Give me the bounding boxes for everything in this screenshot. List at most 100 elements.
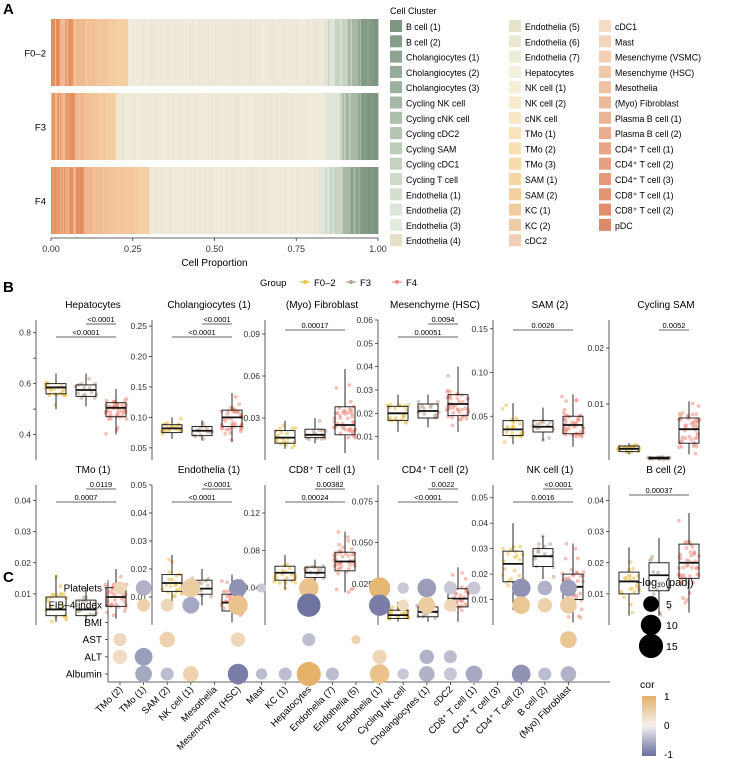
data-point <box>92 601 97 606</box>
bar-segment <box>272 167 274 234</box>
legend-swatch <box>509 96 521 109</box>
box-rect <box>45 596 67 617</box>
bar-segment <box>215 93 218 160</box>
box-rect <box>618 571 640 595</box>
legend-item: Cycling cDC2 <box>390 127 459 140</box>
data-point <box>687 591 692 595</box>
bar-segment <box>78 93 81 160</box>
data-point <box>677 411 682 416</box>
bar-segment <box>150 19 153 86</box>
color-bar-segment <box>642 706 656 709</box>
bar-segment <box>299 93 302 160</box>
signif-label: 0.0026 <box>532 321 555 330</box>
bar-segment <box>375 93 378 160</box>
bar-segment <box>193 93 196 160</box>
data-point <box>58 584 63 588</box>
bar-segment <box>330 19 333 86</box>
dot <box>228 595 248 615</box>
bar-segment <box>311 19 313 86</box>
data-point <box>697 418 702 422</box>
bar-segment <box>253 19 256 86</box>
bar-segment <box>206 19 209 86</box>
bar-segment <box>188 167 191 234</box>
dot <box>351 635 361 645</box>
data-point <box>535 422 540 426</box>
bar-segment <box>306 167 308 234</box>
bar-segment <box>328 93 331 160</box>
bar-segment <box>153 93 155 160</box>
bar-segment <box>132 93 134 160</box>
data-point <box>223 431 228 436</box>
bar-segment <box>252 19 255 86</box>
legend-swatch <box>390 142 402 155</box>
data-point <box>628 587 632 592</box>
data-point <box>579 574 583 579</box>
signif-label: <0.0001 <box>544 480 571 489</box>
color-bar <box>642 696 656 756</box>
data-point <box>506 551 510 556</box>
panel-label-a: A <box>3 1 14 18</box>
bar-segment <box>65 93 68 160</box>
legend-item: Cycling NK cell <box>390 96 465 109</box>
bar-segment <box>353 93 355 160</box>
data-point <box>656 570 660 575</box>
bar-segment <box>119 93 121 160</box>
bar-segment <box>325 167 328 234</box>
bar-segment <box>221 93 223 160</box>
box-rect <box>447 394 469 417</box>
bar-segment <box>158 19 160 86</box>
color-bar-segment <box>642 716 656 719</box>
bar-segment <box>173 167 176 234</box>
box-rect <box>221 409 243 427</box>
bar-segment <box>311 167 313 234</box>
bar-segment <box>332 19 334 86</box>
data-point <box>677 555 682 559</box>
data-point <box>317 428 322 432</box>
y-tick-label: 0.25 <box>130 321 147 331</box>
legend-label: Endothelia (2) <box>406 206 461 216</box>
data-point <box>209 594 214 599</box>
bar-segment <box>142 93 145 160</box>
bar-segment <box>375 167 378 234</box>
bar-segment <box>160 93 163 160</box>
legend-label: TMo (2) <box>525 144 556 154</box>
bar-segment <box>200 19 202 86</box>
bar-segment <box>337 93 340 160</box>
bar-segment <box>137 167 140 234</box>
box-rect <box>678 417 700 444</box>
data-point <box>346 553 351 558</box>
category-label: F0–2 <box>24 49 46 60</box>
bar-segment <box>317 167 320 234</box>
bar-segment <box>121 19 124 86</box>
bar-segment <box>138 19 141 86</box>
bar-segment <box>75 19 78 86</box>
bar-segment <box>333 19 336 86</box>
data-point <box>315 436 320 441</box>
legend-item: Endothelia (2) <box>390 203 461 216</box>
bar-segment <box>340 93 342 160</box>
bar-segment <box>52 93 55 160</box>
bar-segment <box>230 93 232 160</box>
data-point <box>114 428 119 432</box>
legend-item: Cycling cDC1 <box>390 157 459 170</box>
dot <box>418 666 435 682</box>
bar-segment <box>351 167 354 234</box>
y-tick-label: 0.10 <box>471 368 488 378</box>
bar-segment <box>77 19 79 86</box>
bar-segment <box>319 93 321 160</box>
bar-segment <box>166 93 168 160</box>
bar-segment <box>54 19 57 86</box>
bar-segment <box>312 19 315 86</box>
bar-segment <box>193 167 196 234</box>
bar-segment <box>257 19 260 86</box>
bar-segment <box>198 167 201 234</box>
bar-segment <box>264 167 266 234</box>
data-point <box>416 399 421 404</box>
y-tick-label: 0.03 <box>587 527 604 537</box>
legend-swatch <box>599 142 611 155</box>
bar-segment <box>289 93 291 160</box>
bar-segment <box>325 93 328 160</box>
bar-segment <box>107 93 109 160</box>
bar-segment <box>172 19 175 86</box>
bar-segment <box>66 19 69 86</box>
